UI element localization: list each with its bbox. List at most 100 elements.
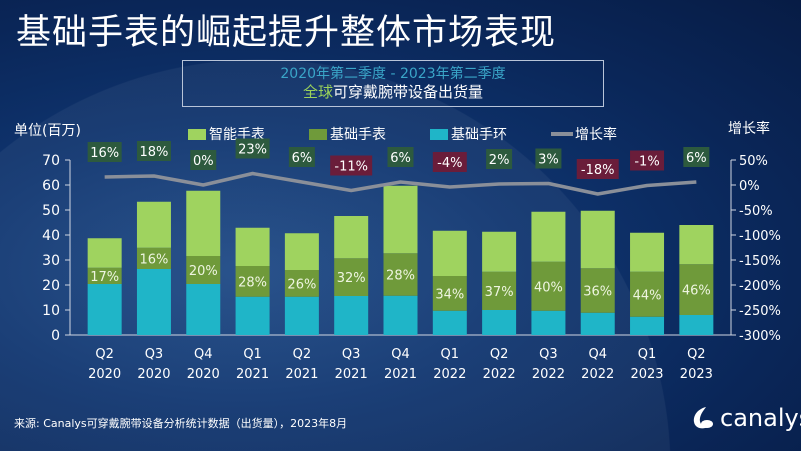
growth-label-box: [486, 149, 513, 169]
bar-basic-watch: [531, 261, 566, 311]
bar-smart-watch: [580, 210, 615, 269]
basic-watch-share-label: 37%: [485, 285, 514, 300]
bar-basic-band: [482, 310, 517, 335]
bar-basic-band: [334, 296, 369, 335]
growth-label: 6%: [292, 151, 313, 166]
legend-basic-watch: 基础手表: [309, 124, 386, 144]
basic-watch-share-label: 46%: [682, 284, 711, 299]
x-tick-year: 2020: [137, 367, 170, 382]
growth-label-box: [387, 147, 414, 167]
y2-tick-label: 50%: [739, 154, 768, 169]
subtitle-highlight: 全球: [302, 83, 333, 101]
bar-basic-band: [284, 296, 319, 335]
x-tick-year: 2020: [187, 367, 220, 382]
y-tick-label: 0: [51, 328, 60, 344]
x-tick-year: 2022: [581, 367, 614, 382]
x-tick-year: 2023: [630, 367, 663, 382]
bar-basic-band: [383, 295, 418, 335]
y-tick-label: 10: [42, 303, 60, 319]
subtitle-rest: 可穿戴腕带设备出货量: [333, 83, 484, 101]
bar-basic-watch: [630, 271, 665, 317]
y-tick-label: 40: [42, 228, 60, 244]
y2-tick-label: -100%: [739, 229, 781, 244]
legend-swatch: [188, 129, 206, 140]
bar-smart-watch: [482, 231, 517, 272]
bar-smart-watch: [87, 238, 122, 268]
bar-basic-band: [235, 296, 270, 335]
y2-axis-label: 增长率: [728, 121, 770, 137]
bar-basic-band: [87, 284, 122, 335]
growth-label-box: [235, 138, 270, 159]
basic-watch-share-label: 17%: [90, 270, 119, 285]
bar-basic-band: [679, 315, 714, 335]
growth-label-box: [432, 152, 467, 172]
x-tick-quarter: Q2: [95, 347, 114, 362]
growth-label: 18%: [140, 145, 169, 160]
x-tick-year: 2021: [335, 367, 368, 382]
x-tick-year: 2022: [483, 367, 516, 382]
x-tick-quarter: Q1: [638, 347, 657, 362]
y-tick-label: 50: [42, 203, 60, 219]
subtitle-period: 2020年第二季度 - 2023年第二季度: [280, 66, 506, 82]
growth-label-box: [330, 155, 373, 176]
legend-line: [551, 132, 573, 136]
growth-label-box: [535, 148, 562, 169]
x-tick-year: 2023: [680, 367, 713, 382]
y-tick-label: 60: [42, 178, 60, 194]
legend-label: 增长率: [575, 127, 617, 143]
bar-smart-watch: [136, 201, 171, 248]
bar-basic-band: [580, 312, 615, 335]
x-tick-year: 2020: [88, 367, 121, 382]
growth-label: -1%: [634, 155, 659, 170]
growth-line: [104, 171, 697, 196]
bar-basic-band: [630, 316, 665, 335]
basic-watch-share-label: 40%: [534, 280, 563, 295]
logo-text: canalys: [720, 404, 801, 432]
canalys-logo: canalys: [690, 404, 801, 432]
growth-label: 0%: [193, 154, 214, 169]
x-tick-quarter: Q2: [687, 347, 706, 362]
x-tick-quarter: Q4: [391, 347, 410, 362]
basic-watch-share-label: 16%: [140, 252, 169, 267]
growth-label-box: [136, 141, 171, 161]
x-tick-quarter: Q1: [243, 347, 262, 362]
bar-smart-watch: [235, 227, 270, 266]
x-tick-year: 2021: [236, 367, 269, 382]
basic-watch-share-label: 28%: [238, 275, 267, 290]
bar-basic-watch: [136, 247, 171, 269]
page-title: 基础手表的崛起提升整体市场表现: [16, 13, 557, 53]
bar-basic-watch: [87, 267, 122, 284]
x-tick-quarter: Q4: [194, 347, 213, 362]
x-tick-quarter: Q4: [588, 347, 607, 362]
growth-label: 23%: [238, 143, 267, 158]
bar-smart-watch: [334, 216, 369, 259]
x-tick-year: 2021: [384, 367, 417, 382]
basic-watch-share-label: 32%: [337, 271, 366, 286]
legend-growth: 增长率: [551, 124, 617, 144]
legend: 智能手表 基础手表 基础手环 增长率: [188, 124, 617, 144]
bar-basic-watch: [334, 258, 369, 296]
y-axis-label: 单位(百万): [14, 123, 81, 139]
bar-basic-band: [531, 310, 566, 335]
legend-label: 基础手环: [451, 127, 507, 143]
x-tick-quarter: Q2: [490, 347, 509, 362]
growth-label-box: [87, 142, 122, 162]
growth-label: 2%: [489, 153, 510, 168]
growth-label: -18%: [581, 163, 615, 178]
legend-label: 基础手表: [330, 127, 386, 143]
x-tick-quarter: Q3: [145, 347, 164, 362]
bar-basic-band: [186, 284, 221, 335]
subtitle-box: 2020年第二季度 - 2023年第二季度 全球可穿戴腕带设备出货量: [182, 60, 604, 107]
bar-smart-watch: [383, 185, 418, 254]
bar-basic-watch: [580, 268, 615, 313]
bar-smart-watch: [630, 232, 665, 272]
canalys-logo-icon: [693, 407, 713, 429]
legend-swatch: [430, 129, 448, 140]
bar-basic-watch: [284, 270, 319, 297]
bar-basic-watch: [482, 271, 517, 310]
basic-watch-share-label: 34%: [435, 287, 464, 302]
x-tick-quarter: Q3: [342, 347, 361, 362]
growth-label-box: [576, 159, 619, 179]
bar-basic-band: [432, 310, 467, 335]
